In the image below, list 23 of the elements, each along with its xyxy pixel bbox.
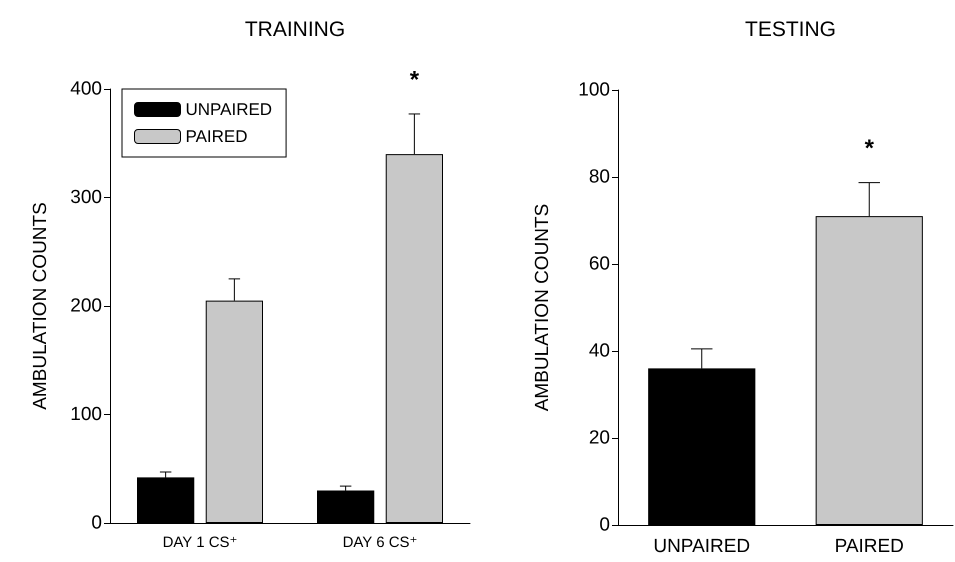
y-tick-label: 100	[578, 80, 610, 100]
y-tick-label: 100	[70, 404, 102, 425]
y-tick-label: 40	[588, 340, 610, 362]
y-tick-label: 400	[70, 78, 102, 100]
y-tick-label: 0	[91, 512, 102, 534]
x-tick-label: PAIRED	[834, 536, 904, 557]
y-tick-label: 200	[70, 296, 102, 316]
y-axis-title: AMBULATION COUNTS	[30, 202, 51, 410]
annotation: *	[410, 66, 420, 94]
y-tick-label: 80	[588, 166, 610, 188]
legend-label: UNPAIRED	[186, 100, 272, 119]
y-tick-label: 20	[588, 428, 610, 448]
y-axis-title: AMBULATION COUNTS	[532, 204, 553, 412]
x-tick-label: DAY 1 CS⁺	[162, 534, 238, 551]
y-tick-label: 300	[70, 187, 102, 208]
x-tick-label: UNPAIRED	[653, 536, 750, 557]
chart-title: TRAINING	[244, 18, 346, 41]
legend-label: PAIRED	[186, 127, 248, 146]
y-tick-label: 60	[588, 254, 610, 274]
y-tick-label: 0	[599, 514, 610, 536]
annotation: *	[864, 135, 875, 162]
x-tick-label: DAY 6 CS⁺	[342, 534, 418, 551]
chart-title: TESTING	[744, 18, 836, 41]
